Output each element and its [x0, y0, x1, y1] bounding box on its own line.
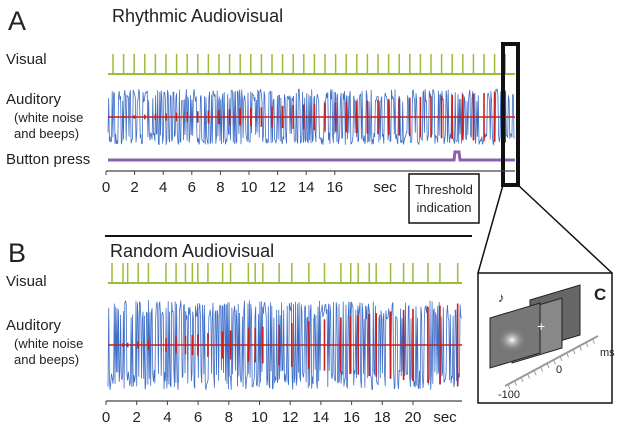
panel-label: C [594, 285, 606, 304]
tick-label: 0 [102, 179, 110, 196]
panel-title: Rhythmic Audiovisual [112, 6, 283, 26]
axis-unit: sec [373, 179, 397, 196]
row-label: and beeps) [14, 126, 79, 141]
panel-label: A [8, 6, 26, 36]
row-label: (white noise [14, 336, 83, 351]
axis-unit: ms [600, 347, 615, 359]
button-trace [108, 152, 515, 160]
tick-label: 0 [102, 409, 110, 426]
panel-title: Random Audiovisual [110, 241, 274, 261]
row-label: Auditory [6, 91, 62, 108]
tick-label: 12 [269, 179, 286, 196]
tick-label: 0 [556, 364, 562, 376]
tick-label: 10 [251, 409, 268, 426]
tick-label: -100 [498, 389, 520, 401]
zoom-line [478, 185, 503, 273]
row-label: and beeps) [14, 352, 79, 367]
row-label: Auditory [6, 317, 62, 334]
tick-label: 20 [405, 409, 422, 426]
tick-label: 2 [130, 179, 138, 196]
axis-unit: sec [433, 409, 457, 426]
tick-label: 10 [241, 179, 258, 196]
tick-label: 16 [326, 179, 343, 196]
tick-label: 12 [282, 409, 299, 426]
note-icon: ♪ [498, 290, 505, 305]
tick-label: 8 [216, 179, 224, 196]
stimulus [498, 328, 526, 352]
tick-label: 4 [163, 409, 171, 426]
annotation: indication [417, 200, 472, 215]
tick-label: 14 [313, 409, 330, 426]
row-label: Visual [6, 273, 47, 290]
annotation: Threshold [415, 182, 473, 197]
fixation: + [537, 318, 545, 334]
row-label: Button press [6, 151, 90, 168]
tick-label: 2 [133, 409, 141, 426]
tick-label: 14 [298, 179, 315, 196]
tick-label: 6 [194, 409, 202, 426]
tick-label: 6 [188, 179, 196, 196]
row-label: Visual [6, 51, 47, 68]
figure: A Rhythmic Audiovisual Visual Auditory (… [0, 0, 624, 431]
panel-label: B [8, 238, 26, 268]
row-label: (white noise [14, 110, 83, 125]
tick-label: 8 [225, 409, 233, 426]
tick-label: 18 [374, 409, 391, 426]
zoom-line [518, 185, 612, 273]
tick-label: 4 [159, 179, 167, 196]
tick-label: 16 [343, 409, 360, 426]
